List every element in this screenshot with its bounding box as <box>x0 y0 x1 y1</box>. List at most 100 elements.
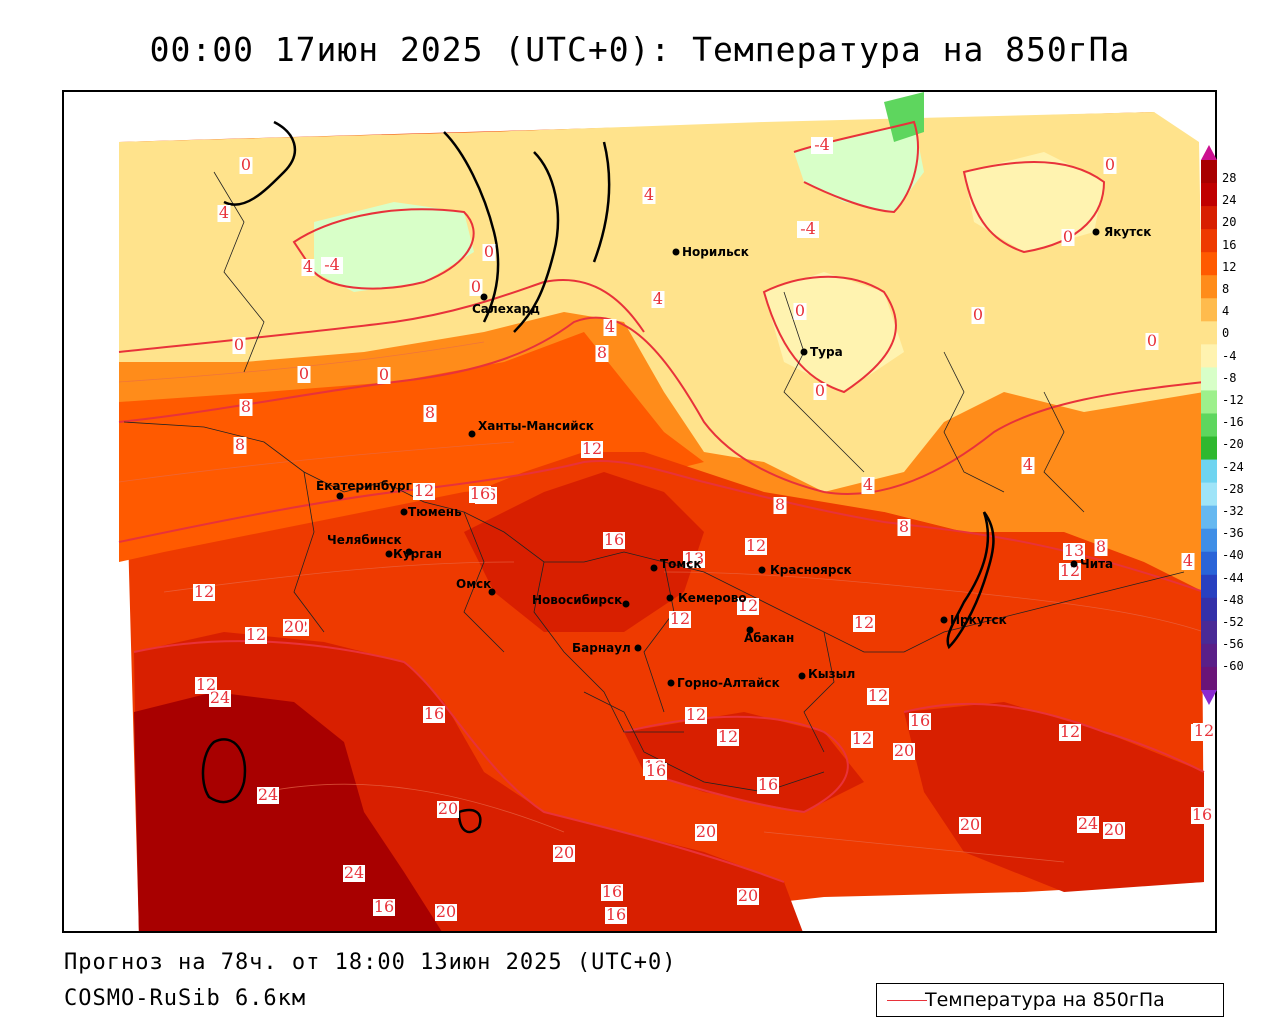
city-marker: Норильск <box>672 245 749 259</box>
isotherm-label: 12 <box>867 686 889 705</box>
isotherm-label-bg <box>373 899 395 916</box>
isotherm-label: 16 <box>469 484 491 503</box>
legend-series-label: Температура на 850гПа <box>925 989 1165 1011</box>
isotherm-label: 20 <box>283 617 305 636</box>
isotherm-label-text: 4 <box>605 317 615 336</box>
isotherm-label-bg <box>695 824 717 841</box>
coastlines <box>201 120 995 834</box>
isotherm-label-bg <box>595 345 609 362</box>
model-info: COSMO-RuSib 6.6км <box>64 986 307 1011</box>
isotherm-label-bg <box>1094 539 1108 556</box>
isotherm-label-bg <box>1145 333 1159 350</box>
isotherm-label-bg <box>745 538 767 555</box>
isotherm-label-text: 12 <box>738 596 758 615</box>
isotherm-label: 16 <box>757 775 779 794</box>
isotherm-label-text: 16 <box>758 775 778 794</box>
isotherm-label: 16 <box>601 882 623 901</box>
city-label: Норильск <box>682 245 749 259</box>
isotherm-label-bg <box>1063 543 1085 560</box>
city-label: Чита <box>1080 557 1113 571</box>
colorbar-swatch <box>1201 666 1217 691</box>
isotherm-label-text: 20 <box>284 617 304 636</box>
isotherm-label-bg <box>239 157 253 174</box>
minor-isotherms <box>118 341 1205 863</box>
isotherm-label-text: 4 <box>1183 551 1193 570</box>
isotherm-label: 16 <box>373 897 395 916</box>
isotherm-label-bg <box>1077 816 1099 833</box>
isotherm-label-text: 20 <box>554 843 574 862</box>
isotherm-label-text: 13 <box>1064 541 1084 560</box>
isotherm-label-text: 12 <box>868 686 888 705</box>
colorbar-tick-label: 8 <box>1222 282 1230 296</box>
isotherm-label-text: 16 <box>1192 805 1212 824</box>
isotherm-label: 0 <box>1145 331 1159 350</box>
map-panel: 0-404044000-4-40040400084888121612161212… <box>62 90 1217 933</box>
isotherm-label-bg <box>1193 723 1215 740</box>
isotherm-label: 12 <box>737 596 759 615</box>
colorbar-swatch <box>1201 436 1217 461</box>
isotherm-label: 0 <box>971 305 985 324</box>
city-label: Кызыл <box>808 667 855 681</box>
isotherm-label: 4 <box>1021 455 1035 474</box>
isotherm-label-bg <box>377 367 391 384</box>
isotherm-label: 0 <box>813 381 827 400</box>
city-label: Красноярск <box>770 563 852 577</box>
isotherm-label-bg <box>233 437 247 454</box>
isotherm-label-bg <box>553 845 575 862</box>
isotherm-label-bg <box>603 532 625 549</box>
isotherm-label-bg <box>737 888 759 905</box>
city-marker: Барнаул <box>572 641 642 655</box>
isotherm-label: 0 <box>239 155 253 174</box>
isotherm-label: 4 <box>217 203 231 222</box>
city-label: Иркутск <box>950 613 1007 627</box>
city-label: Челябинск <box>327 533 402 547</box>
colorbar-tick-label: -52 <box>1222 615 1244 629</box>
isotherm-label: 4 <box>642 185 656 204</box>
isotherm-label-bg <box>239 399 253 416</box>
isotherm-label: 16 <box>909 711 931 730</box>
isotherm-label-text: 20 <box>960 815 980 834</box>
map-title: 00:00 17июн 2025 (UTC+0): Температура на… <box>149 30 1131 69</box>
isotherm-label-bg <box>685 707 707 724</box>
isotherm-label-text: 12 <box>852 729 872 748</box>
city-marker: Салехард <box>472 293 540 316</box>
city-dot <box>385 550 393 558</box>
city-marker: Кызыл <box>798 667 855 681</box>
isotherm-label-bg <box>1059 563 1081 580</box>
isotherm-label: 20 <box>435 902 457 921</box>
isotherm-label-text: 20 <box>436 902 456 921</box>
isotherm-label-text: 16 <box>910 711 930 730</box>
isotherm-label-text: 0 <box>234 335 244 354</box>
colorbar-swatch <box>1201 551 1217 576</box>
city-label: Омск <box>456 577 491 591</box>
isotherm-label-text: 12 <box>1194 721 1214 740</box>
isotherm-label-bg <box>645 763 667 780</box>
isotherm-label-bg <box>297 366 311 383</box>
city-label: Екатеринбург <box>316 479 412 493</box>
isotherm-label: 8 <box>897 517 911 536</box>
colorbar-tick-label: -16 <box>1222 415 1244 430</box>
isotherm-label-bg <box>757 777 779 794</box>
colorbar-tick-label: -32 <box>1222 504 1244 518</box>
city-marker: Омск <box>456 577 496 596</box>
colorbar-swatch <box>1201 206 1217 230</box>
colorbar-swatch <box>1201 252 1217 276</box>
city-layer: Норильск Якутск Салехард Тура Ханты-Мансийск… <box>316 225 1151 690</box>
city-marker: Абакан <box>744 626 794 645</box>
isotherm-label-bg <box>683 551 705 568</box>
isotherm-label-text: 16 <box>374 897 394 916</box>
colorbar-swatch <box>1201 183 1217 207</box>
isotherm-label-bg <box>601 884 623 901</box>
colorbar-tick-label: 16 <box>1222 237 1237 252</box>
colorbar-tick-label: 4 <box>1222 304 1230 319</box>
isotherm-label-text: -4 <box>800 219 816 238</box>
isotherm-label: 0 <box>297 364 311 383</box>
colorbar-swatch <box>1201 160 1217 184</box>
isotherm-label-text: 20 <box>894 741 914 760</box>
city-label: Якутск <box>1104 225 1151 239</box>
isotherm-label-text: 24 <box>210 688 230 707</box>
isotherm-label-text: 8 <box>235 435 245 454</box>
isotherm-label-bg <box>217 205 231 222</box>
isotherm-label-text: 0 <box>795 301 805 320</box>
city-label: Тюмень <box>408 505 462 519</box>
